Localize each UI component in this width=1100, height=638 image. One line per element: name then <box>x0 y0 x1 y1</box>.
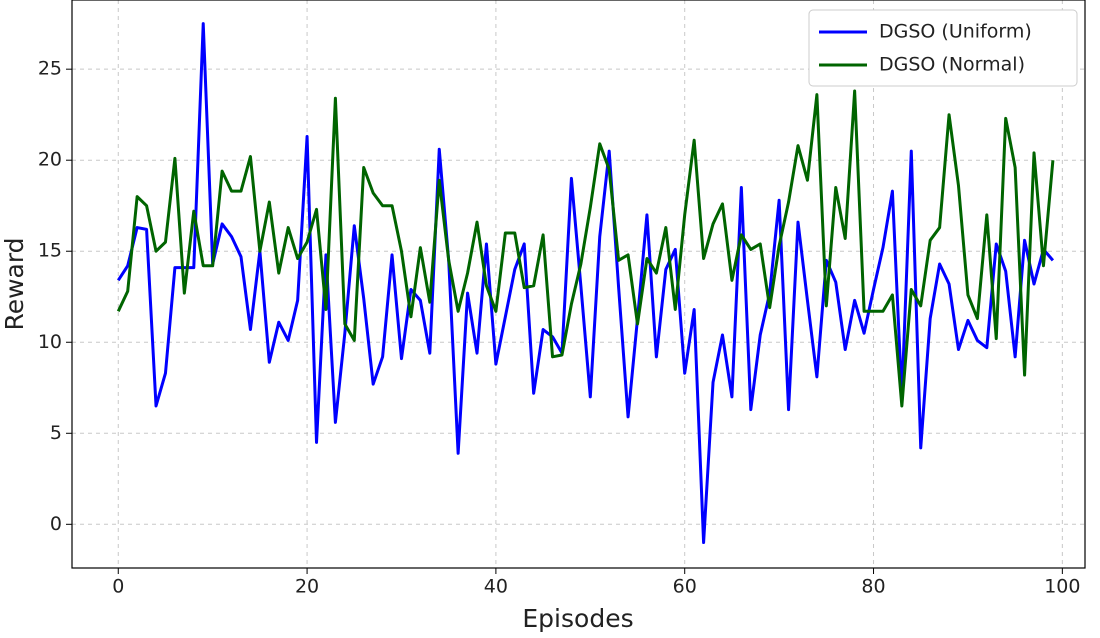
legend-label: DGSO (Uniform) <box>879 21 1032 43</box>
legend-label: DGSO (Normal) <box>879 54 1025 76</box>
data-line <box>117 22 1055 545</box>
x-tick-label: 60 <box>673 576 697 598</box>
x-tick-label: 80 <box>861 576 885 598</box>
y-axis-label: Reward <box>0 237 29 330</box>
y-tick-label: 25 <box>38 58 62 80</box>
y-tick-label: 0 <box>50 513 62 535</box>
x-tick-label: 40 <box>484 576 508 598</box>
x-axis-label: Episodes <box>522 604 633 633</box>
legend: DGSO (Uniform) DGSO (Normal) <box>808 9 1078 87</box>
y-tick-label: 20 <box>38 149 62 171</box>
data-line <box>116 89 1055 408</box>
legend-box <box>808 9 1078 87</box>
plot-frame <box>71 0 1086 569</box>
y-tick-label: 15 <box>38 240 62 262</box>
x-tick-label: 100 <box>1044 576 1080 598</box>
x-tick-label: 0 <box>112 576 124 598</box>
y-tick-label: 5 <box>50 422 62 444</box>
x-tick-label: 20 <box>295 576 319 598</box>
y-tick-label: 10 <box>38 331 62 353</box>
